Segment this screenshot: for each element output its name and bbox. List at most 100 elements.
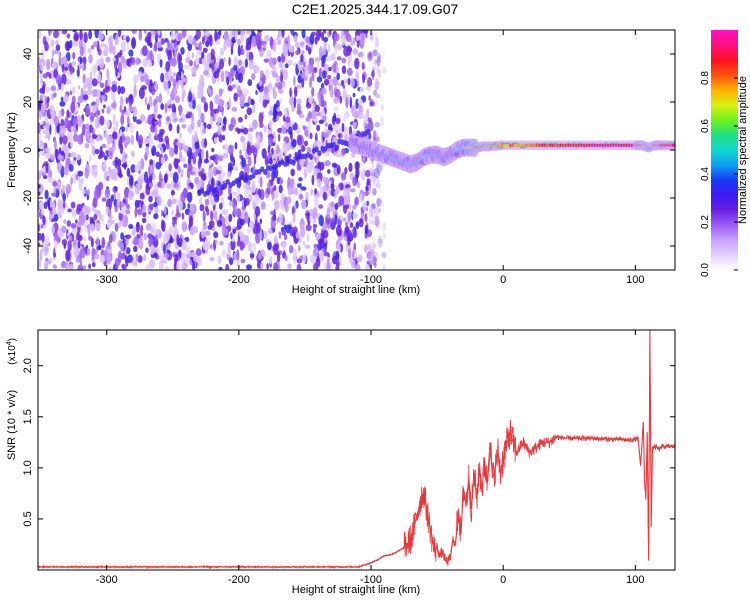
spectrogram-noise-cell xyxy=(52,203,56,213)
spectrogram-noise-cell xyxy=(142,203,146,213)
spectrogram-noise-cell xyxy=(67,240,72,248)
spectrogram-noise-cell xyxy=(294,203,297,211)
spectrogram-noise-cell xyxy=(149,79,153,87)
spectrogram-noise-cell xyxy=(110,102,116,109)
spectrogram-noise-cell xyxy=(61,30,68,35)
spectrogram-noise-cell xyxy=(88,30,92,40)
spectrogram-noise-cell xyxy=(234,142,238,150)
spectrogram-noise-cell xyxy=(275,76,281,84)
spectrogram-noise-cell xyxy=(227,171,232,179)
spectrogram-noise-cell xyxy=(165,214,169,220)
spectrogram-noise-cell xyxy=(160,38,166,45)
spectrogram-noise-cell xyxy=(235,71,239,81)
spectrogram-noise-cell xyxy=(318,119,325,125)
spectrogram-noise-cell xyxy=(118,173,123,178)
spectrogram-noise-cell xyxy=(208,167,213,179)
spectrogram-noise-cell xyxy=(236,85,241,96)
spectrogram-noise-cell xyxy=(114,223,119,232)
spectrogram-noise-cell xyxy=(181,77,187,83)
spectrogram-noise-cell xyxy=(202,36,205,45)
spectrogram-noise-cell xyxy=(91,89,98,97)
spectrogram-noise-cell xyxy=(173,118,179,122)
spectrogram-noise-cell xyxy=(259,122,264,129)
spectrogram-noise-cell xyxy=(342,194,349,206)
spectrogram-noise-cell xyxy=(82,94,89,101)
spectrogram-noise-cell xyxy=(72,133,79,142)
spectrogram-noise-cell xyxy=(144,96,148,106)
spectrogram-noise-cell xyxy=(298,113,305,119)
spectrogram-noise-cell xyxy=(220,70,225,83)
spectrogram-noise-cell xyxy=(329,30,332,36)
spectrogram-noise-cell xyxy=(295,50,299,56)
spectrogram-noise-cell xyxy=(212,200,215,206)
spectrogram-noise-cell xyxy=(282,242,287,250)
spectrogram-noise-cell xyxy=(170,111,177,118)
spectrogram-noise-cell xyxy=(79,213,86,226)
spectrogram-noise-cell xyxy=(240,135,246,143)
spectrogram-noise-cell xyxy=(241,157,246,168)
spectrogram-noise-cell xyxy=(90,237,94,248)
spectrogram-noise-cell xyxy=(138,30,143,41)
svg-text:(x104): (x104) xyxy=(6,338,18,365)
colorbar-tick-label: 0.2 xyxy=(700,215,711,229)
spectrogram-noise-cell xyxy=(219,47,225,56)
spectrogram-noise-cell xyxy=(316,112,322,117)
spectrogram-noise-cell xyxy=(249,220,255,230)
spectrogram-noise-cell xyxy=(209,256,215,262)
spectrogram-noise-cell xyxy=(254,65,260,73)
spectrogram-noise-cell xyxy=(278,88,284,94)
spectrogram-noise-cell xyxy=(248,123,252,129)
spectrogram-noise-cell xyxy=(40,62,44,72)
spectrogram-noise-cell xyxy=(38,232,42,241)
spectrogram-noise-cell xyxy=(122,264,127,270)
spectrogram-noise-cell xyxy=(372,256,377,262)
spectrogram-noise-cell xyxy=(215,239,218,246)
spectrogram-noise-cell xyxy=(211,60,215,72)
spectrogram-noise-cell xyxy=(134,183,140,195)
spectrogram-noise-cell xyxy=(39,87,45,94)
spectrogram-noise-cell xyxy=(51,218,55,223)
spectrogram-noise-cell xyxy=(98,244,102,250)
spectrogram-noise xyxy=(38,30,387,270)
spectrogram-noise-cell xyxy=(153,42,158,53)
spectrogram-noise-cell xyxy=(268,136,273,148)
spectrogram-noise-cell xyxy=(352,176,357,187)
spectrogram-noise-cell xyxy=(38,152,41,158)
spectrogram-noise-cell xyxy=(285,224,291,234)
spectrogram-noise-cell xyxy=(214,94,220,105)
spectrogram-noise-cell xyxy=(321,55,326,64)
spectrogram-noise-cell xyxy=(42,93,46,106)
spectrogram-noise-cell xyxy=(269,36,274,47)
spectrogram-noise-cell xyxy=(101,108,105,114)
spectrogram-noise-cell xyxy=(268,80,272,92)
spectrogram-noise-cell xyxy=(82,235,87,242)
spectrogram-noise-cell xyxy=(112,131,118,140)
spectrogram-noise-cell xyxy=(352,121,357,129)
spectrogram-noise-cell xyxy=(155,33,158,44)
spectrogram-noise-cell xyxy=(200,230,206,239)
spectrogram-noise-cell xyxy=(261,148,267,159)
spectrogram-noise-cell xyxy=(335,263,340,270)
spectrogram-noise-cell xyxy=(313,167,317,177)
spectrogram-noise-cell xyxy=(266,158,270,165)
spectrogram-noise-cell xyxy=(144,73,149,84)
spectrogram-noise-cell xyxy=(51,93,54,100)
spectrogram-noise-cell xyxy=(140,224,144,233)
spectrogram-noise-cell xyxy=(133,245,138,253)
spectrogram-noise-cell xyxy=(68,62,73,72)
spectrogram-noise-cell xyxy=(243,212,249,224)
spectrogram-noise-cell xyxy=(236,249,240,261)
spectrogram-noise-cell xyxy=(302,240,306,246)
spectrogram-noise-cell xyxy=(106,175,110,182)
spectrogram-noise-cell xyxy=(351,151,356,158)
spectrogram-noise-cell xyxy=(217,127,222,137)
spectrogram-noise-cell xyxy=(59,135,63,145)
spectrogram-noise-cell xyxy=(301,199,307,210)
spectrogram-noise-cell xyxy=(347,234,351,246)
spectrogram-noise-cell xyxy=(128,106,134,112)
spectrogram-noise-cell xyxy=(116,192,121,200)
spectrogram-noise-cell xyxy=(156,195,162,206)
spectrogram-noise-cell xyxy=(82,73,86,84)
spectrogram-noise-cell xyxy=(181,92,185,103)
spectrogram-noise-cell xyxy=(293,34,298,43)
